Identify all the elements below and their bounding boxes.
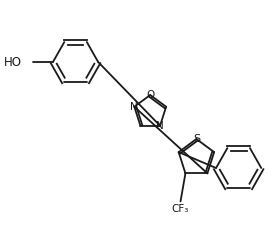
Text: S: S	[193, 134, 200, 144]
Text: N: N	[130, 102, 138, 112]
Text: O: O	[146, 90, 154, 100]
Text: HO: HO	[4, 55, 21, 69]
Text: N: N	[156, 121, 164, 131]
Text: CF₃: CF₃	[172, 204, 189, 214]
